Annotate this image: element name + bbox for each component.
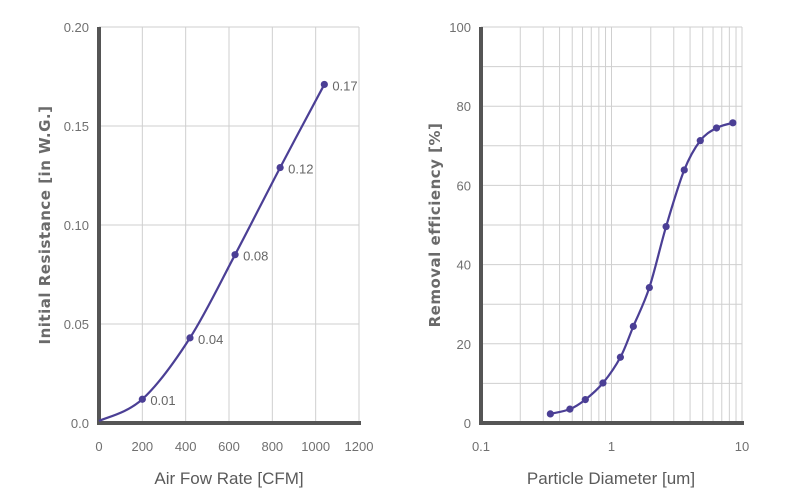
data-point bbox=[546, 410, 554, 418]
y-tick-label: 0.15 bbox=[64, 119, 89, 134]
y-tick-label: 40 bbox=[457, 258, 471, 273]
y-tick-label: 0.05 bbox=[64, 317, 89, 332]
y-tick-label: 0 bbox=[464, 416, 471, 431]
right-x-axis-title: Particle Diameter [um] bbox=[527, 469, 695, 488]
data-point bbox=[645, 283, 653, 292]
x-tick-label: 200 bbox=[131, 439, 153, 454]
data-point bbox=[616, 353, 624, 361]
x-tick-label: 0.1 bbox=[472, 439, 490, 454]
x-tick-label: 1000 bbox=[301, 439, 330, 454]
y-tick-label: 100 bbox=[449, 20, 471, 35]
left-y-axis-title: Initial Resistance [in W.G.] bbox=[36, 106, 54, 345]
data-point bbox=[680, 166, 688, 174]
data-label: 0.17 bbox=[332, 78, 357, 93]
data-point bbox=[186, 334, 194, 342]
data-point bbox=[231, 251, 239, 259]
x-tick-label: 600 bbox=[218, 439, 240, 454]
data-point bbox=[581, 396, 589, 404]
x-tick-label: 1200 bbox=[345, 439, 374, 454]
series-line bbox=[550, 121, 734, 415]
data-point bbox=[712, 124, 721, 132]
data-label: 0.12 bbox=[288, 162, 313, 177]
y-tick-label: 60 bbox=[457, 178, 471, 193]
data-point bbox=[696, 137, 704, 145]
x-tick-label: 400 bbox=[175, 439, 197, 454]
x-tick-label: 800 bbox=[261, 439, 283, 454]
y-tick-label: 80 bbox=[457, 99, 471, 114]
data-point bbox=[276, 163, 284, 172]
x-tick-label: 10 bbox=[735, 439, 749, 454]
y-tick-label: 0.20 bbox=[64, 20, 89, 35]
left-x-axis-title: Air Fow Rate [CFM] bbox=[154, 469, 303, 488]
data-label: 0.04 bbox=[198, 332, 223, 347]
series-line bbox=[98, 83, 326, 423]
x-tick-label: 1 bbox=[608, 439, 615, 454]
data-label: 0.01 bbox=[150, 393, 175, 408]
data-point bbox=[599, 379, 607, 387]
data-point bbox=[729, 119, 737, 127]
data-point bbox=[629, 322, 637, 330]
data-label: 0.08 bbox=[243, 249, 268, 264]
right-y-axis-title: Removal efficiency [%] bbox=[426, 123, 444, 328]
data-point bbox=[566, 405, 574, 413]
y-tick-label: 20 bbox=[457, 337, 471, 352]
data-point bbox=[320, 80, 328, 89]
data-point bbox=[662, 222, 670, 231]
data-point bbox=[138, 395, 146, 403]
resistance-chart: 0 200 400 600 800 1000 1200 0.0 0.05 0.10 0.15 0.20… bbox=[64, 20, 374, 454]
x-tick-label: 0 bbox=[95, 439, 102, 454]
y-tick-label: 0.0 bbox=[71, 416, 89, 431]
y-tick-label: 0.10 bbox=[64, 218, 89, 233]
